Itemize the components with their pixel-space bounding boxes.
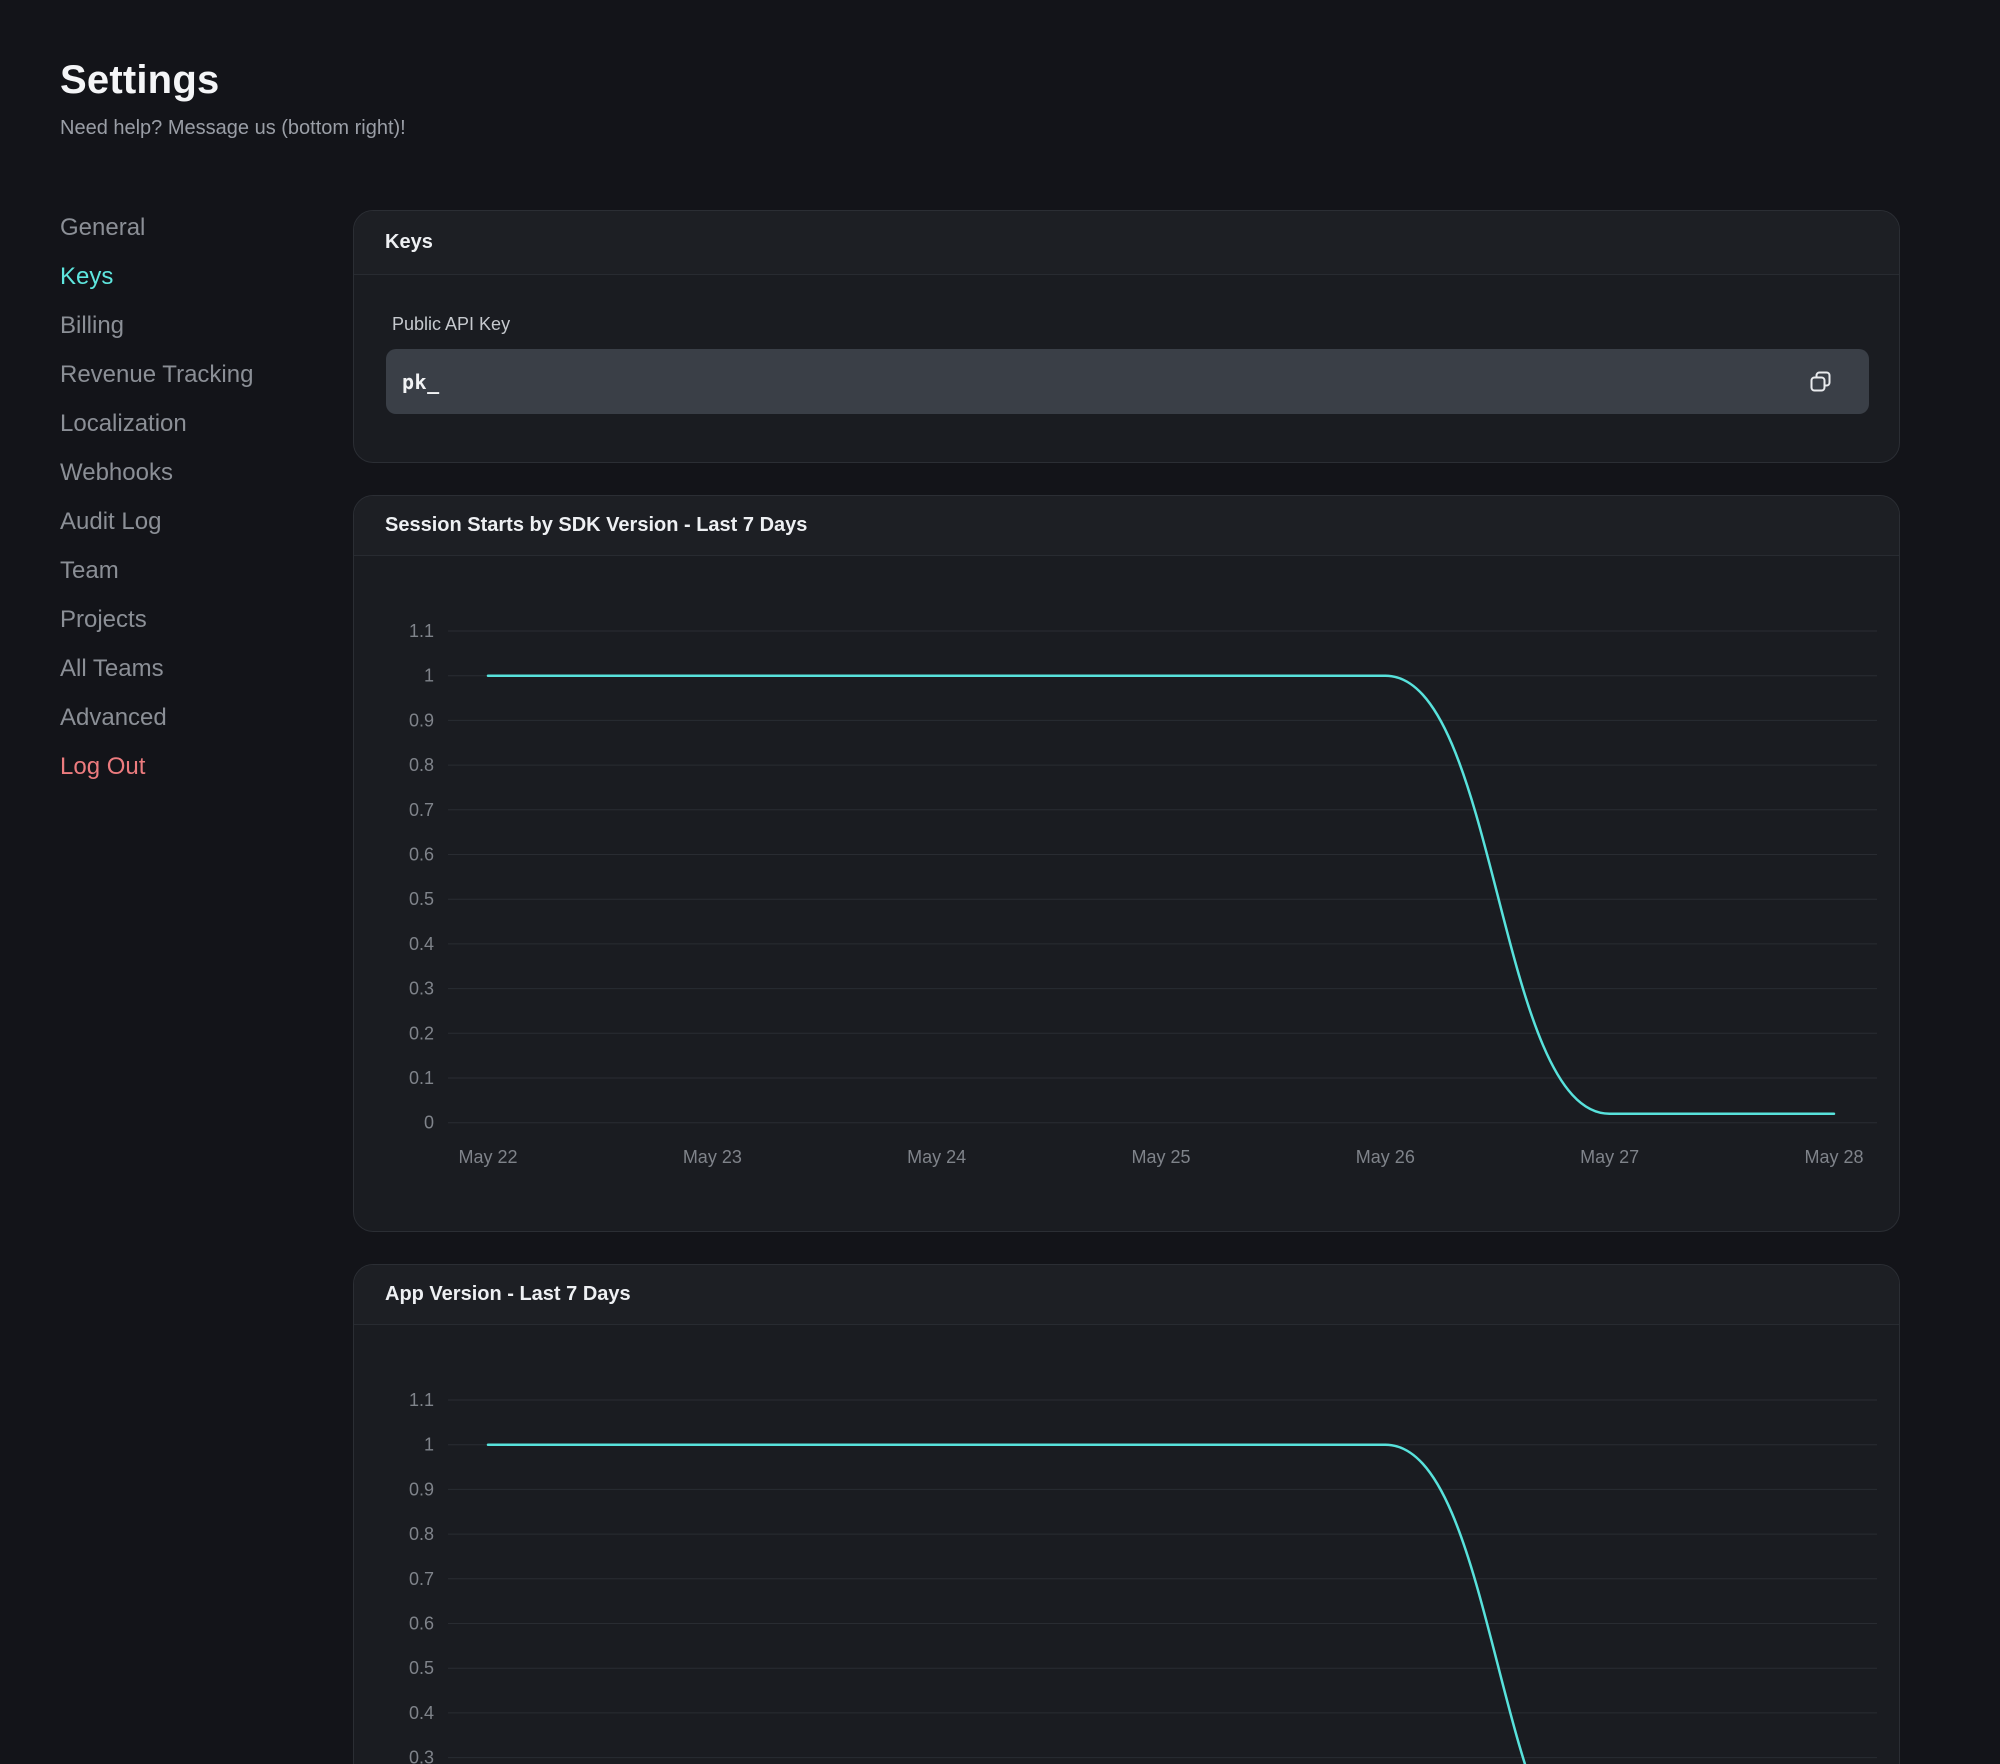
series-line xyxy=(488,1445,1834,1764)
keys-card-body: Public API Key pk_ xyxy=(354,275,1899,414)
public-api-key-value: pk_ xyxy=(402,370,440,394)
app-version-chart-header: App Version - Last 7 Days xyxy=(354,1265,1899,1325)
keys-card-header: Keys xyxy=(354,211,1899,275)
copy-icon xyxy=(1808,369,1834,395)
session-starts-chart-card: Session Starts by SDK Version - Last 7 D… xyxy=(353,495,1900,1232)
x-axis-label: May 22 xyxy=(458,1147,517,1167)
app-version-chart-card: App Version - Last 7 Days 1.1 1 0.9 0.8 0.7 0… xyxy=(353,1264,1900,1764)
settings-page: Settings Need help? Message us (bottom r… xyxy=(0,0,2000,1764)
page-header: Settings Need help? Message us (bottom r… xyxy=(60,58,406,140)
y-tick-label: 0.5 xyxy=(409,1658,434,1678)
copy-api-key-button[interactable] xyxy=(1803,364,1839,400)
session-starts-chart: 1.1 1 0.9 0.8 0.7 0.6 0.5 0.4 0.3 0.2 0.1 0 May 22 Ma… xyxy=(354,556,1900,1232)
y-tick-label: 0.9 xyxy=(409,710,434,730)
y-tick-label: 0.4 xyxy=(409,934,434,954)
x-axis-label: May 26 xyxy=(1356,1147,1415,1167)
y-tick-label: 0.3 xyxy=(409,979,434,999)
sidebar-item-webhooks[interactable]: Webhooks xyxy=(60,448,310,497)
y-tick-label: 1.1 xyxy=(409,1390,434,1410)
y-tick-label: 1.1 xyxy=(409,621,434,641)
settings-sidebar: GeneralKeysBillingRevenue TrackingLocali… xyxy=(60,203,310,791)
session-starts-chart-title: Session Starts by SDK Version - Last 7 D… xyxy=(385,514,807,537)
x-axis-label: May 25 xyxy=(1131,1147,1190,1167)
app-version-chart: 1.110.90.80.70.60.50.40.30.20.10May 22Ma… xyxy=(354,1325,1900,1764)
keys-card: Keys Public API Key pk_ xyxy=(353,210,1900,463)
page-subtitle: Need help? Message us (bottom right)! xyxy=(60,117,406,140)
x-axis-label: May 23 xyxy=(683,1147,742,1167)
sidebar-item-projects[interactable]: Projects xyxy=(60,595,310,644)
app-version-chart-title: App Version - Last 7 Days xyxy=(385,1283,631,1306)
sidebar-item-team[interactable]: Team xyxy=(60,546,310,595)
y-tick-label: 0.5 xyxy=(409,889,434,909)
y-tick-label: 0.8 xyxy=(409,755,434,775)
y-tick-label: 1 xyxy=(424,1435,434,1455)
y-tick-label: 0.7 xyxy=(409,800,434,820)
page-title: Settings xyxy=(60,58,406,103)
y-tick-label: 0.9 xyxy=(409,1479,434,1499)
sidebar-item-log-out[interactable]: Log Out xyxy=(60,742,310,791)
x-axis-label: May 24 xyxy=(907,1147,966,1167)
x-axis-label: May 28 xyxy=(1804,1147,1863,1167)
public-api-key-label: Public API Key xyxy=(392,314,1867,335)
session-starts-chart-header: Session Starts by SDK Version - Last 7 D… xyxy=(354,496,1899,556)
y-tick-label: 0.1 xyxy=(409,1068,434,1088)
sidebar-item-revenue-tracking[interactable]: Revenue Tracking xyxy=(60,350,310,399)
y-tick-label: 0.8 xyxy=(409,1524,434,1544)
y-tick-label: 0.7 xyxy=(409,1569,434,1589)
y-tick-label: 0.3 xyxy=(409,1748,434,1764)
y-tick-label: 0.6 xyxy=(409,1614,434,1634)
sidebar-item-advanced[interactable]: Advanced xyxy=(60,693,310,742)
public-api-key-field[interactable]: pk_ xyxy=(386,349,1869,414)
main-content: Keys Public API Key pk_ Session Starts xyxy=(353,210,1900,1764)
sidebar-item-all-teams[interactable]: All Teams xyxy=(60,644,310,693)
y-tick-label: 1 xyxy=(424,666,434,686)
keys-card-title: Keys xyxy=(385,231,433,254)
y-tick-label: 0.4 xyxy=(409,1703,434,1723)
sidebar-item-keys[interactable]: Keys xyxy=(60,252,310,301)
y-tick-label: 0.2 xyxy=(409,1023,434,1043)
y-tick-label: 0.6 xyxy=(409,845,434,865)
series-line xyxy=(488,676,1834,1114)
sidebar-item-billing[interactable]: Billing xyxy=(60,301,310,350)
sidebar-item-audit-log[interactable]: Audit Log xyxy=(60,497,310,546)
y-tick-label: 0 xyxy=(424,1113,434,1133)
sidebar-item-localization[interactable]: Localization xyxy=(60,399,310,448)
x-axis-label: May 27 xyxy=(1580,1147,1639,1167)
sidebar-item-general[interactable]: General xyxy=(60,203,310,252)
